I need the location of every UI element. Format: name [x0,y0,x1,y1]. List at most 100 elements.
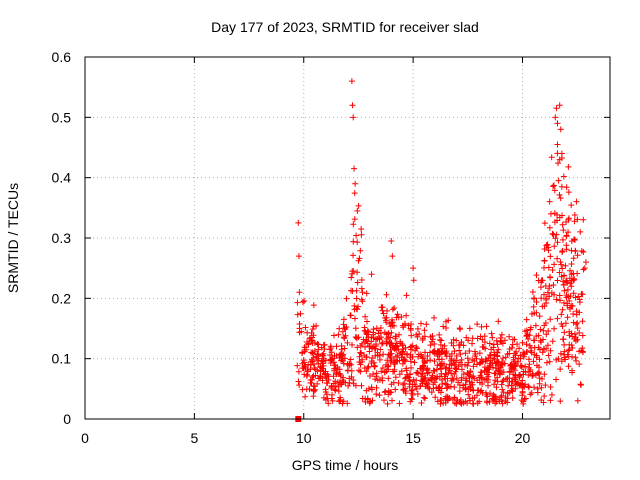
data-point [553,376,560,383]
data-point [503,376,510,383]
data-point [482,345,489,352]
data-point [400,387,407,394]
data-point [527,326,534,333]
data-point [501,337,508,344]
data-point [419,371,426,378]
data-point [469,335,476,342]
data-point [517,355,524,362]
data-point [418,400,425,407]
data-point [578,382,585,389]
data-point [384,357,391,364]
data-point [533,299,540,306]
data-point [393,314,400,321]
data-point [528,349,535,356]
data-point [310,372,317,379]
data-point [531,344,538,351]
data-point [573,357,580,364]
data-point [389,343,396,350]
data-point [549,338,556,345]
data-point [373,325,380,332]
data-point [396,331,403,338]
data-point [558,311,565,318]
data-point [494,374,501,381]
data-point [522,395,529,402]
data-point [348,78,355,85]
data-point [368,384,375,391]
data-point [465,359,472,366]
data-point [404,371,411,378]
data-point [294,362,301,369]
data-point [343,295,350,302]
data-point [485,354,492,361]
data-point [544,241,551,248]
data-point [314,340,321,347]
data-point [381,397,388,404]
data-point [470,387,477,394]
data-point [336,366,343,373]
data-point [421,395,428,402]
data-point [532,372,539,379]
data-point [382,388,389,395]
data-point [442,371,449,378]
data-point [551,325,558,332]
data-point [421,349,428,356]
data-point [340,360,347,367]
data-point [456,347,463,354]
data-point [570,255,577,262]
data-point [496,368,503,375]
data-point [486,340,493,347]
data-point [440,323,447,330]
data-point [558,358,565,365]
data-point [509,341,516,348]
data-point [371,362,378,369]
data-point [566,328,573,335]
y-tick-label: 0.4 [52,170,72,186]
data-point [560,173,567,180]
data-point [558,183,565,190]
data-point [355,257,362,264]
data-point [331,386,338,393]
data-point [517,381,524,388]
data-point [529,288,536,295]
data-point [429,332,436,339]
data-point [407,344,414,351]
data-point [546,198,553,205]
data-point [567,280,574,287]
data-point [565,216,572,223]
data-point [453,375,460,382]
data-point [451,357,458,364]
data-point [458,361,465,368]
data-point [386,353,393,360]
data-point [302,393,309,400]
data-point [545,327,552,334]
data-point [525,384,532,391]
data-point [389,322,396,329]
data-point [525,356,532,363]
data-point [529,372,536,379]
data-point [543,331,550,338]
data-point [525,383,532,390]
data-point [541,291,548,298]
data-point [349,270,356,277]
data-point [353,232,360,239]
data-point [546,282,553,289]
data-point [381,369,388,376]
data-point [460,371,467,378]
data-point [491,396,498,403]
data-point [350,221,357,228]
data-point [403,292,410,299]
data-point [366,348,373,355]
data-point [526,361,533,368]
data-point [313,322,320,329]
x-axis-ticks: 0 5 10 15 20 [81,57,530,446]
data-point [437,400,444,407]
data-point [525,364,532,371]
data-point [297,310,304,317]
data-point [437,389,444,396]
data-point [546,293,553,300]
data-point [575,293,582,300]
data-point [399,360,406,367]
data-point [408,332,415,339]
data-point [457,399,464,406]
data-point [564,286,571,293]
